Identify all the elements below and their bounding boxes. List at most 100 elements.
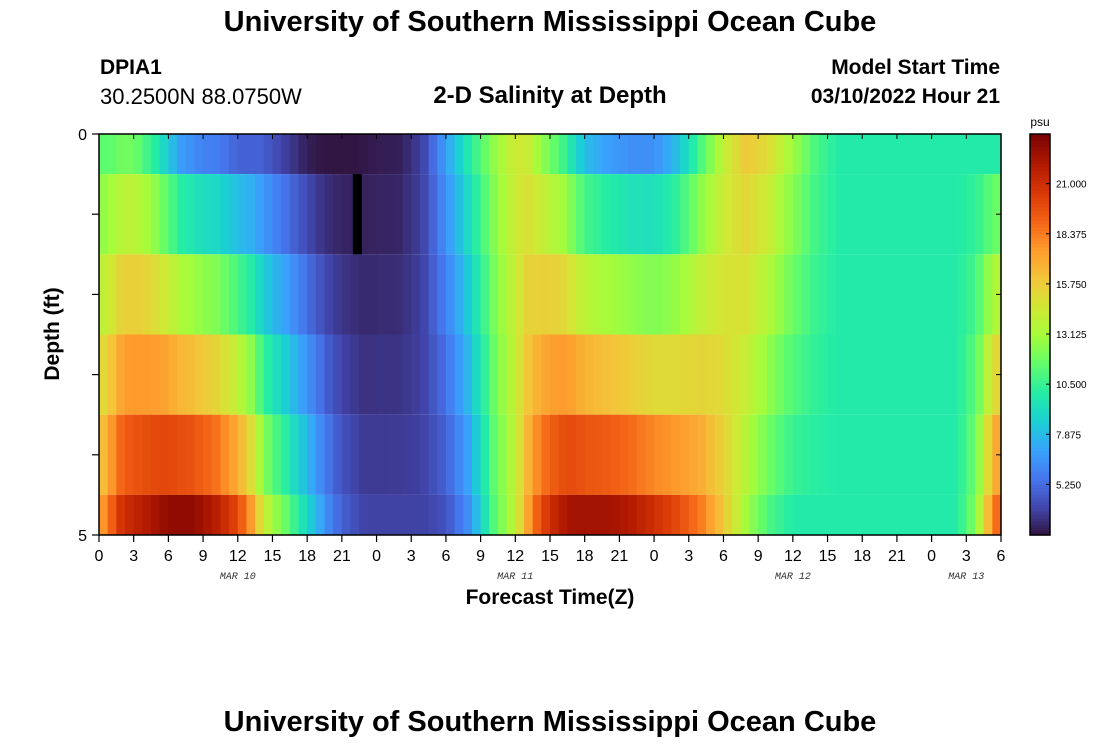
heatmap-cell [497,254,508,335]
heatmap-cell [966,334,976,415]
x-tick-label: 21 [610,548,628,565]
colorbar-swatch [1030,284,1050,289]
heatmap-cell [749,494,759,535]
x-axis-label: Forecast Time(Z) [466,586,635,609]
heatmap-cell [350,334,360,415]
heatmap-cell [402,134,412,175]
colorbar-swatch [1030,404,1050,409]
heatmap-cell [636,334,646,415]
heatmap-cell [948,334,959,415]
heatmap-cell [263,134,274,175]
heatmap-cell [558,334,568,415]
heatmap-cell [367,174,378,255]
colorbar-swatch [1030,371,1050,376]
heatmap-cell [957,254,967,335]
colorbar-swatch [1030,488,1050,493]
colorbar-swatch [1030,421,1050,426]
x-tick-label: 12 [784,548,802,565]
heatmap-cell [489,174,499,255]
heatmap-cell [324,414,334,495]
heatmap-cell [289,414,300,495]
heatmap-cell [957,134,967,175]
heatmap-cell [454,174,464,255]
colorbar-swatch [1030,428,1050,433]
heatmap-cell [636,134,646,175]
colorbar-swatch [1030,494,1050,499]
heatmap-cell [255,134,265,175]
heatmap-cell [576,174,586,255]
heatmap-cell [766,494,777,535]
heatmap-cell [177,414,187,495]
heatmap-cell [879,494,889,535]
heatmap-cell [792,494,803,535]
heatmap-cell [263,334,274,415]
heatmap-cell [740,254,751,335]
heatmap-cell [489,254,499,335]
colorbar-swatch [1030,504,1050,509]
heatmap-cell [602,494,612,535]
heatmap-cell [211,174,222,255]
heatmap-cell [714,134,725,175]
heatmap-cell [550,254,560,335]
heatmap-cell [506,174,516,255]
heatmap-cell [931,494,941,535]
heatmap-cell [255,414,265,495]
heatmap-cell [914,494,924,535]
colorbar-swatch [1030,204,1050,209]
heatmap-cell [463,134,473,175]
heatmap-cell [177,134,187,175]
heatmap-cell [385,174,395,255]
heatmap-cell [350,494,360,535]
heatmap-cell [888,254,898,335]
colorbar-unit: psu [1030,115,1049,129]
heatmap-cell [922,134,933,175]
x-axis: 0 3 6 9 12 15 18 21 0 3 6 9 12 15 18 21 0 3 6 9 12 15 18 21 0 3 6 M… [95,134,1006,583]
heatmap-cell [697,414,707,495]
heatmap-cell [497,334,508,415]
heatmap-cell [272,174,282,255]
heatmap-cell [671,254,681,335]
heatmap-cell [801,134,811,175]
heatmap-cell [437,174,447,255]
heatmap-cell [263,494,274,535]
colorbar-swatch [1030,140,1050,145]
heatmap-cell [888,134,898,175]
heatmap-cell [203,134,213,175]
heatmap-cell [376,414,386,495]
heatmap-cell [922,334,933,415]
heatmap-cell [550,494,560,535]
x-tick-label: 15 [819,548,837,565]
heatmap-cell [680,334,690,415]
heatmap-cell [680,174,690,255]
heatmap-cell [697,174,707,255]
colorbar-swatch [1030,234,1050,239]
heatmap-cell [333,334,343,415]
heatmap-cell [133,134,143,175]
heatmap-cell [740,134,751,175]
colorbar-swatch [1030,521,1050,526]
heatmap-cell [541,174,551,255]
heatmap-cell [818,254,829,335]
heatmap-cell [185,134,195,175]
heatmap-cell [983,414,993,495]
heatmap-cell [203,254,213,335]
heatmap-cell [576,134,586,175]
heatmap-cell [801,414,811,495]
heatmap-cell [229,334,239,415]
heatmap-cell [758,254,768,335]
heatmap-cell [237,334,248,415]
heatmap-cell [506,334,516,415]
heatmap-cell [584,254,594,335]
heatmap-cell [333,254,343,335]
heatmap-cell [775,254,785,335]
heatmap-cell [584,134,594,175]
heatmap-cell [948,254,959,335]
heatmap-cell [792,334,803,415]
heatmap-cell [289,494,300,535]
heatmap-cell [237,414,248,495]
heatmap-cell [758,414,768,495]
x-day-label: MAR 12 [775,572,811,583]
heatmap-cell [983,334,993,415]
heatmap-cell [237,134,248,175]
heatmap-cell [116,134,126,175]
